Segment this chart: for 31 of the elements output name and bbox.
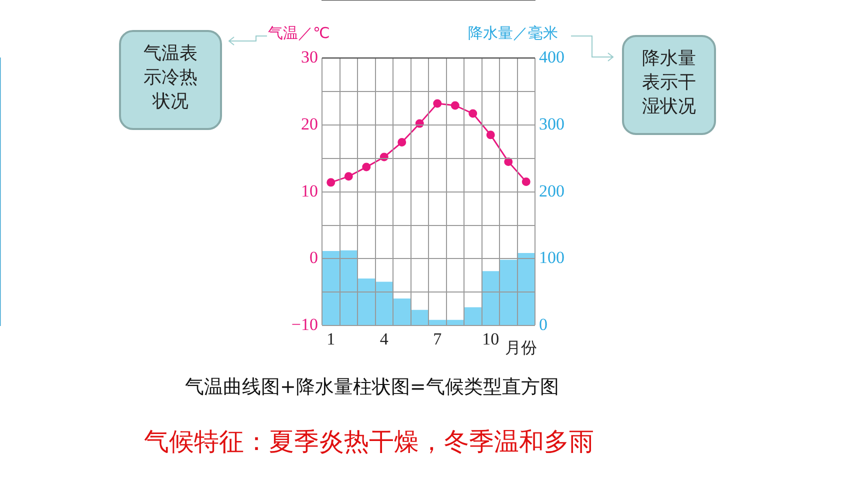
- point: [433, 99, 442, 108]
- y2-tick-label: 100: [539, 248, 564, 268]
- text: 气候特征：夏季炎热干燥，冬季温和多雨: [144, 426, 594, 458]
- text: 气温表示冷热状况: [119, 30, 222, 130]
- text: 降水量表示干湿状况: [622, 35, 716, 135]
- point: [468, 109, 478, 118]
- y2-tick-label: 400: [539, 47, 564, 66]
- point: [344, 172, 353, 181]
- y2-tick-label: 200: [539, 181, 564, 200]
- point: [504, 157, 513, 166]
- x-tick-label: 7: [433, 329, 442, 348]
- text: 气温曲线图+降水量柱状图=气候类型直方图: [185, 375, 559, 400]
- y2-tick-label: 0: [539, 315, 548, 334]
- x-tick-label: 1: [326, 329, 336, 348]
- y-tick-label: −10: [291, 315, 318, 334]
- y2-axis-title: 降水量／毫米: [468, 24, 558, 43]
- point: [362, 162, 371, 172]
- point: [450, 101, 460, 110]
- y-tick-label: 10: [301, 181, 318, 200]
- y-axis-title: 气温／℃: [268, 24, 330, 43]
- x-axis-title: 月份: [505, 338, 537, 359]
- point: [486, 130, 495, 140]
- y-tick-label: 30: [301, 47, 318, 66]
- point: [326, 178, 336, 187]
- y-tick-label: 0: [310, 248, 318, 268]
- x-tick-label: 10: [482, 329, 500, 348]
- point: [398, 138, 406, 147]
- y-tick-label: 20: [301, 114, 318, 134]
- point: [522, 178, 530, 186]
- y2-tick-label: 300: [539, 114, 564, 134]
- x-tick-label: 4: [380, 329, 389, 348]
